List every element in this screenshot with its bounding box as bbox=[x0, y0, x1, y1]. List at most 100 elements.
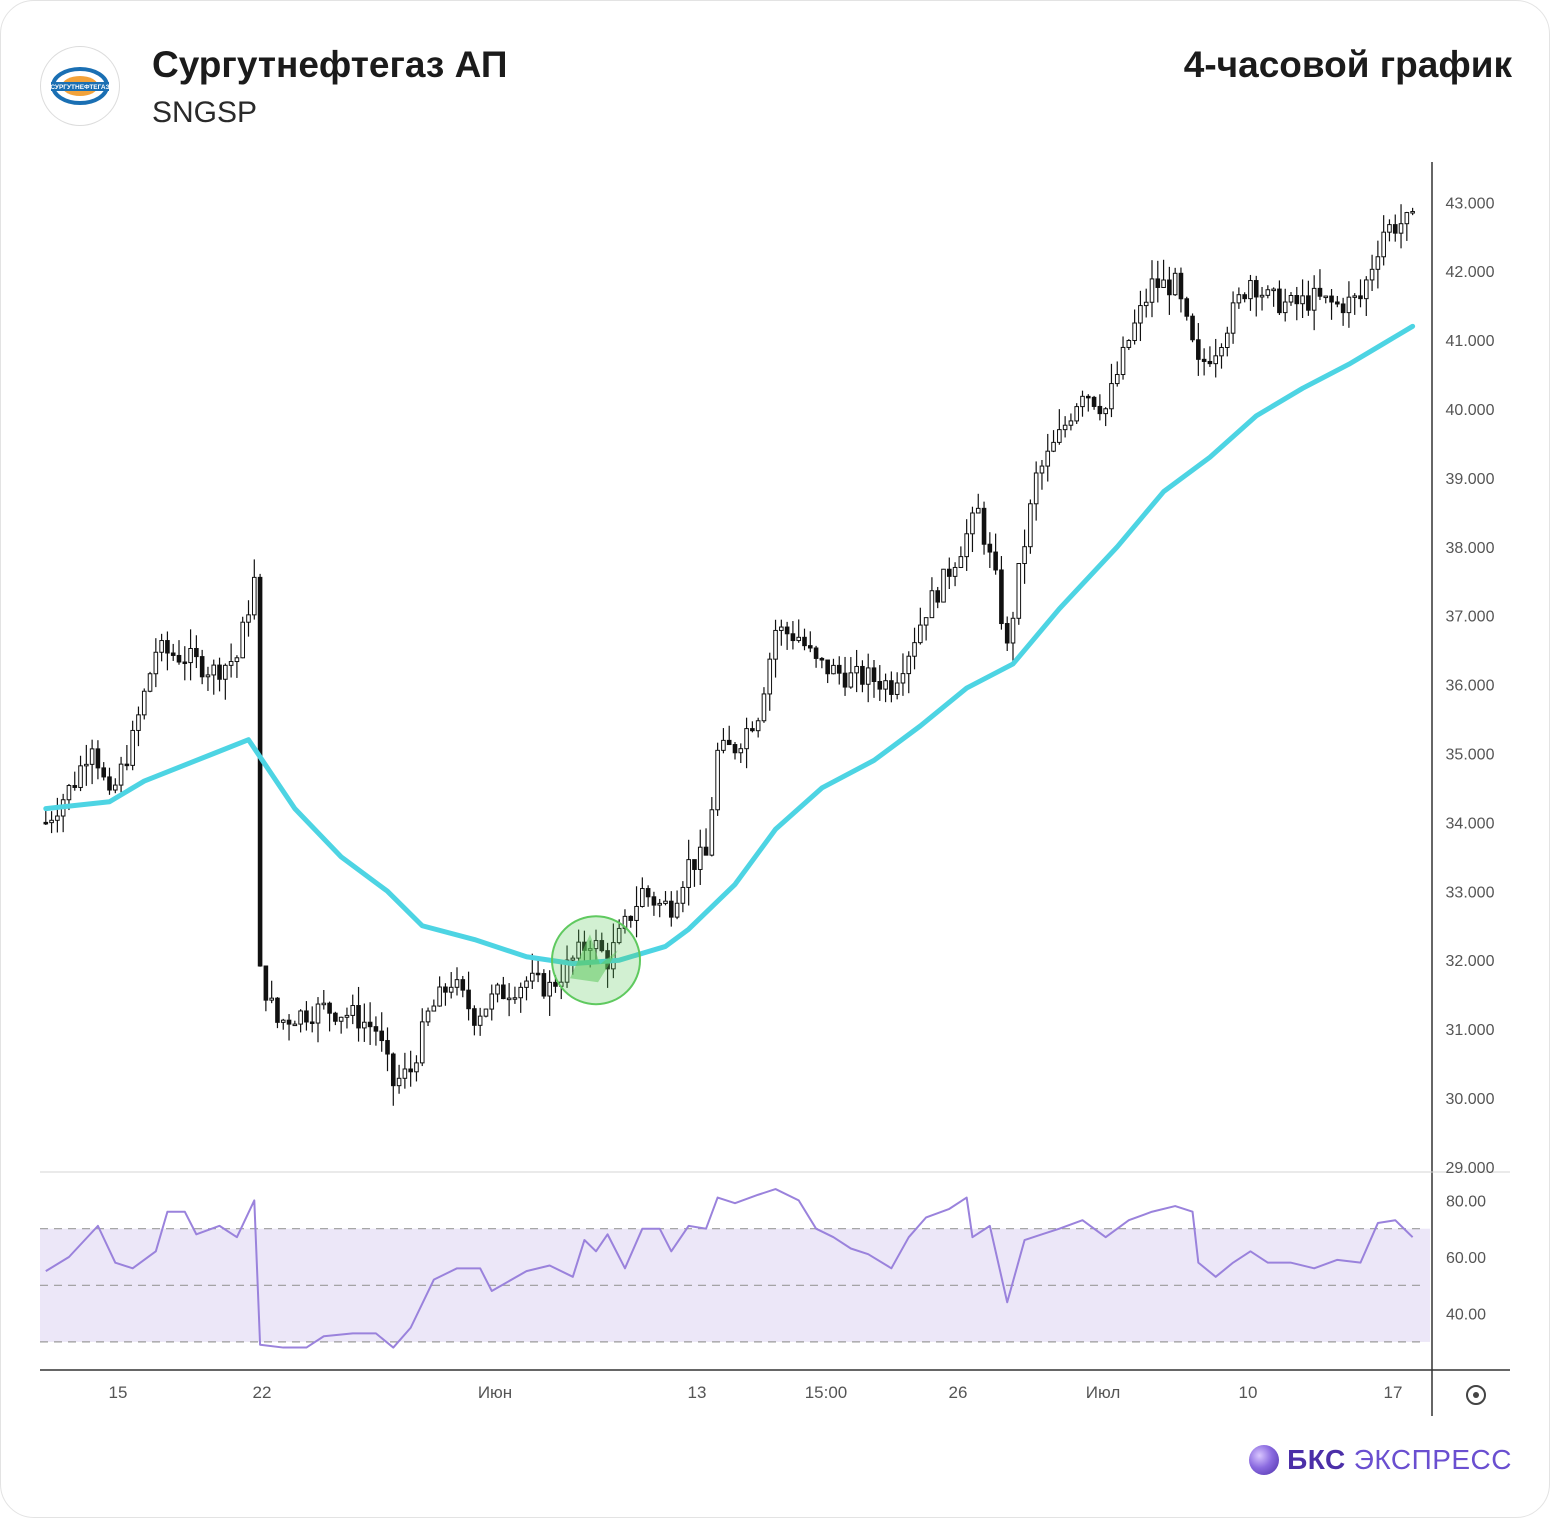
candle-body bbox=[1265, 289, 1271, 296]
candle-body bbox=[732, 744, 738, 754]
candle-body bbox=[1074, 406, 1080, 422]
candle-body bbox=[483, 1008, 489, 1017]
candle-body bbox=[1317, 287, 1323, 297]
candle-body bbox=[634, 905, 639, 921]
candle-body bbox=[344, 1014, 350, 1018]
candle-body bbox=[697, 846, 703, 870]
candle-body bbox=[645, 888, 651, 898]
candle-body bbox=[918, 624, 923, 644]
time-tick-label: 17 bbox=[1384, 1383, 1403, 1402]
candle-body bbox=[1091, 396, 1097, 407]
price-chart[interactable]: 29.000 30.000 31.000 32.000 33.000 34.000 35.0… bbox=[0, 0, 1552, 1440]
candle-body bbox=[419, 1021, 425, 1064]
candle-body bbox=[1138, 305, 1143, 324]
candle-body bbox=[761, 693, 767, 722]
candle-body bbox=[987, 543, 993, 553]
candle-body bbox=[547, 981, 552, 997]
settings-gear-icon[interactable] bbox=[1466, 1385, 1486, 1405]
brand-name-bold: БКС bbox=[1287, 1444, 1346, 1475]
candle-body bbox=[275, 997, 280, 1023]
candle-body bbox=[1352, 295, 1358, 298]
candle-body bbox=[495, 984, 500, 995]
candle-body bbox=[651, 896, 657, 906]
candle-body bbox=[304, 1010, 309, 1023]
candle-body bbox=[1051, 441, 1056, 452]
candle-body bbox=[84, 763, 89, 767]
candle-body bbox=[529, 972, 535, 982]
candle-body bbox=[1114, 374, 1120, 385]
candle-body bbox=[170, 652, 176, 656]
candle-body bbox=[1207, 360, 1213, 365]
candle-body bbox=[1329, 295, 1334, 303]
candle-body bbox=[535, 972, 541, 976]
candle-body bbox=[182, 661, 188, 665]
candle-body bbox=[657, 902, 663, 906]
candle-body bbox=[1010, 617, 1016, 644]
candle-body bbox=[1172, 272, 1178, 296]
candle-body bbox=[298, 1010, 303, 1025]
candle-body bbox=[396, 1077, 402, 1087]
candle-body bbox=[1369, 268, 1375, 281]
candle-body bbox=[118, 763, 124, 786]
candle-body bbox=[1346, 296, 1352, 314]
candle-body bbox=[1248, 280, 1253, 300]
candle-body bbox=[1294, 295, 1300, 305]
candle-body bbox=[321, 1002, 327, 1006]
candle-body bbox=[952, 566, 958, 577]
candle-body bbox=[448, 986, 454, 993]
candle-body bbox=[1016, 563, 1022, 619]
candle-body bbox=[292, 1023, 298, 1027]
candle-body bbox=[854, 665, 859, 674]
price-tick-label: 38.000 bbox=[1446, 540, 1495, 557]
candle-body bbox=[263, 965, 269, 1001]
price-tick-label: 36.000 bbox=[1446, 678, 1495, 695]
candle-body bbox=[923, 617, 929, 626]
candle-body bbox=[362, 1021, 367, 1029]
candle-body bbox=[141, 690, 147, 716]
candle-body bbox=[1288, 295, 1294, 303]
candle-body bbox=[489, 993, 495, 1010]
candle-body bbox=[622, 915, 628, 929]
candle-body bbox=[101, 767, 107, 778]
candle-body bbox=[802, 636, 807, 647]
candle-body bbox=[935, 590, 941, 603]
price-tick-label: 42.000 bbox=[1446, 264, 1495, 281]
candle-body bbox=[89, 748, 95, 765]
candle-body bbox=[738, 748, 744, 754]
time-tick-label: Июл bbox=[1086, 1383, 1121, 1402]
candle-body bbox=[975, 507, 981, 514]
candle-body bbox=[946, 568, 952, 577]
candle-body bbox=[1398, 223, 1404, 234]
candle-body bbox=[107, 776, 112, 791]
settings-gear-center-icon bbox=[1473, 1392, 1479, 1398]
time-tick-label: 22 bbox=[253, 1383, 272, 1402]
price-tick-label: 31.000 bbox=[1446, 1022, 1495, 1039]
candle-body bbox=[373, 1026, 379, 1032]
candle-body bbox=[692, 859, 697, 870]
candle-body bbox=[628, 915, 634, 921]
candle-body bbox=[1103, 408, 1108, 415]
candle-body bbox=[379, 1030, 385, 1042]
candle-body bbox=[153, 651, 159, 675]
candle-body bbox=[819, 657, 825, 661]
candle-body bbox=[889, 680, 894, 695]
candle-body bbox=[668, 900, 674, 918]
candle-body bbox=[1062, 424, 1068, 431]
candle-body bbox=[257, 576, 263, 967]
candle-body bbox=[1381, 231, 1386, 258]
candle-body bbox=[1143, 301, 1149, 307]
candle-body bbox=[686, 859, 691, 888]
candle-body bbox=[159, 640, 164, 653]
candle-body bbox=[124, 763, 130, 767]
candle-body bbox=[1149, 278, 1155, 303]
price-tick-label: 37.000 bbox=[1446, 609, 1495, 626]
candle-body bbox=[999, 569, 1004, 625]
candle-body bbox=[240, 621, 246, 659]
candle-body bbox=[315, 1003, 321, 1024]
candle-body bbox=[165, 640, 170, 654]
candle-body bbox=[217, 664, 222, 680]
candle-body bbox=[1392, 224, 1398, 234]
time-tick-label: 10 bbox=[1239, 1383, 1258, 1402]
candle-body bbox=[205, 674, 211, 678]
candle-body bbox=[796, 636, 802, 642]
